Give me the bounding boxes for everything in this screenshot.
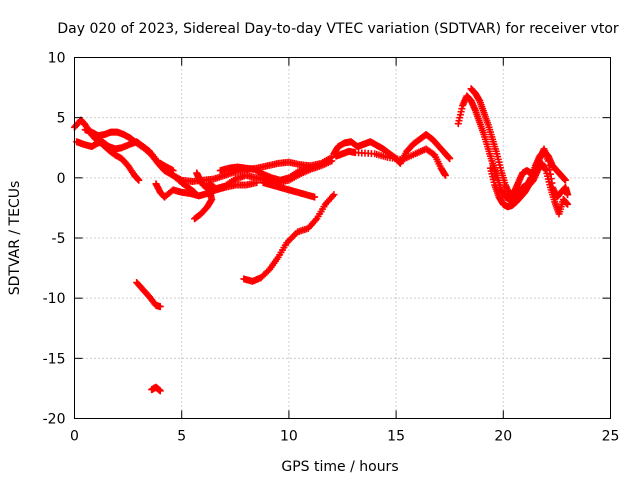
y-tick-label: -15: [43, 351, 66, 367]
data-point: [564, 191, 572, 199]
axis-ticks: 0 5 10 15 20 25 -20 -15 -10 -5 0 5 10: [43, 51, 620, 445]
y-tick-label: -20: [43, 412, 66, 428]
x-tick-label: 0: [70, 429, 79, 445]
grid: [74, 57, 611, 419]
series-arc-c: [81, 126, 199, 196]
series-arc-h: [259, 179, 319, 201]
data-point: [330, 191, 338, 199]
data-point: [311, 193, 319, 201]
data-point: [306, 163, 314, 171]
series-arc-j: [240, 191, 338, 285]
data-point: [561, 176, 569, 184]
x-axis-label: GPS time / hours: [281, 459, 398, 475]
series-arc-a: [71, 116, 143, 184]
series-arc-p: [467, 85, 572, 201]
y-tick-label: 0: [57, 171, 66, 187]
y-tick-label: 10: [48, 51, 66, 67]
x-tick-label: 5: [177, 429, 186, 445]
data-point: [564, 200, 572, 208]
x-tick-label: 20: [494, 429, 512, 445]
data-marks: [71, 85, 572, 395]
series-arc-l: [148, 383, 164, 395]
data-point: [135, 176, 143, 184]
y-tick-label: -10: [43, 291, 66, 307]
data-point: [156, 303, 164, 311]
series-arc-g: [216, 163, 314, 184]
series-arc-k: [133, 279, 164, 311]
data-point: [193, 169, 201, 177]
x-tick-label: 15: [387, 429, 405, 445]
data-point: [441, 171, 449, 179]
data-point: [446, 155, 454, 163]
y-tick-label: -5: [52, 231, 66, 247]
series-arc-n: [332, 145, 449, 179]
data-point: [156, 387, 164, 395]
y-tick-label: 5: [57, 111, 66, 127]
chart-title: Day 020 of 2023, Sidereal Day-to-day VTE…: [57, 21, 619, 37]
series-arc-i: [191, 169, 216, 223]
data-point: [328, 157, 336, 165]
y-axis-label: SDTVAR / TECUs: [7, 181, 23, 296]
x-tick-label: 25: [602, 429, 620, 445]
x-tick-label: 10: [280, 429, 298, 445]
series-arc-q: [486, 159, 572, 218]
data-point: [176, 175, 184, 183]
